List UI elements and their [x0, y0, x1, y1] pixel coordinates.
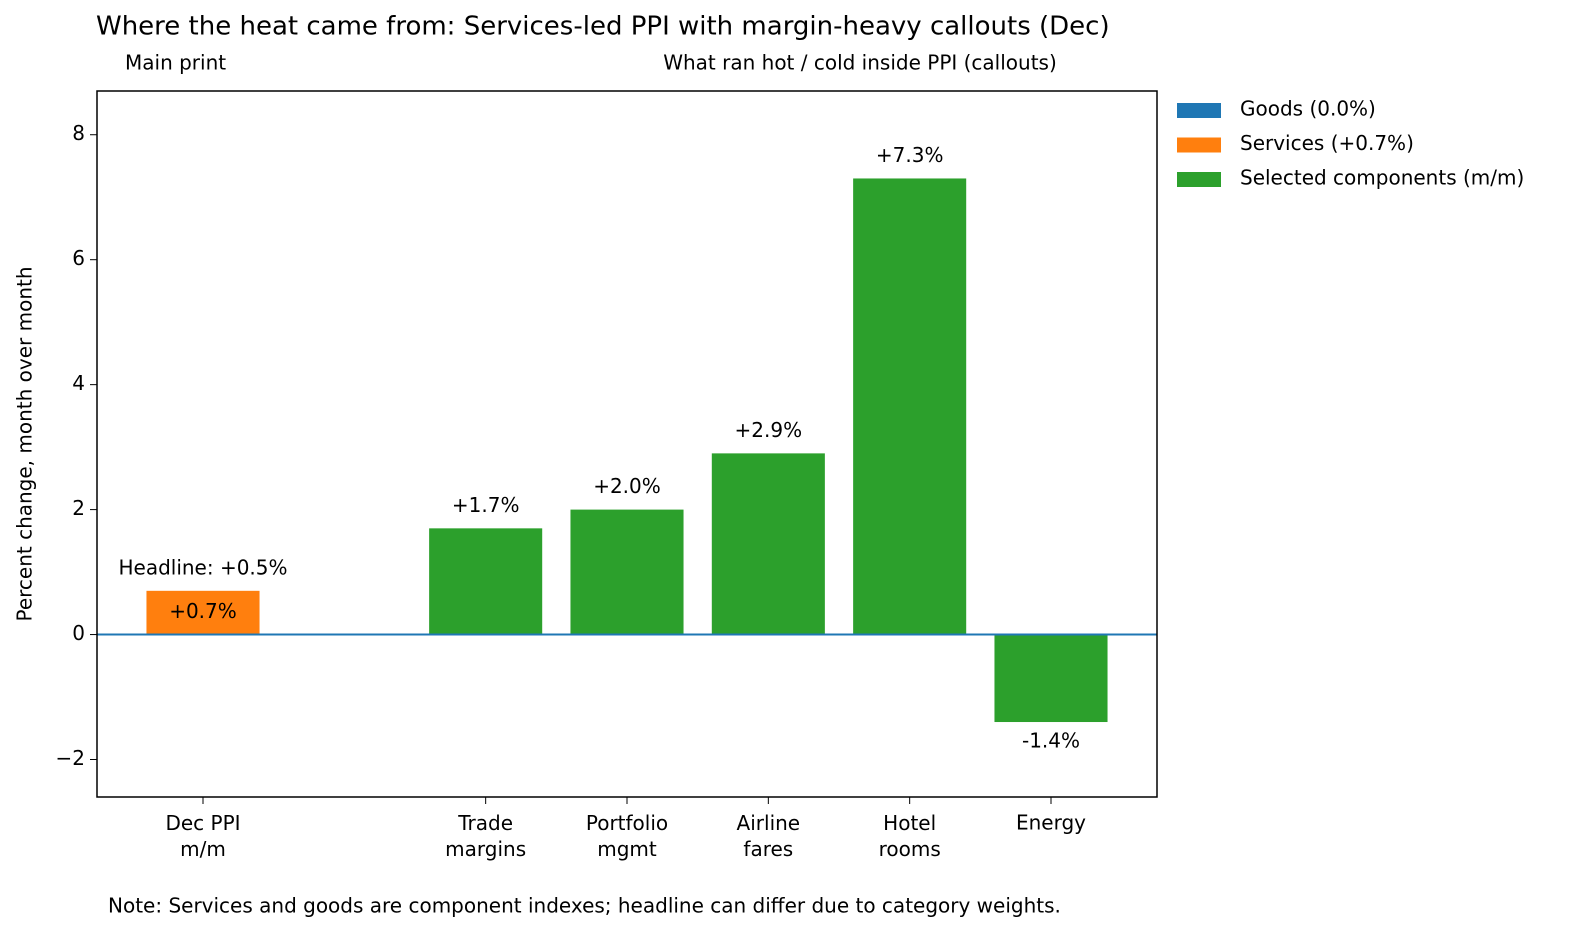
y-axis-label: Percent change, month over month: [13, 266, 37, 621]
bar: [146, 590, 260, 635]
subtitle: Main print: [125, 51, 226, 75]
value-label: +2.0%: [593, 474, 661, 498]
chart-title: Where the heat came from: Services-led P…: [96, 12, 1110, 42]
y-tick-label: 6: [72, 246, 85, 270]
annotation: Headline: +0.5%: [118, 555, 287, 579]
legend-label: Selected components (m/m): [1240, 166, 1524, 190]
value-label: +1.7%: [452, 493, 520, 517]
x-tick-label: Trade margins: [445, 811, 526, 861]
legend-swatch: [1177, 172, 1221, 187]
subtitle: What ran hot / cold inside PPI (callouts…: [663, 51, 1057, 75]
bar: [570, 509, 684, 635]
legend-label: Services (+0.7%): [1240, 131, 1414, 155]
y-tick-label: 8: [72, 121, 85, 145]
x-tick-label: Portfolio mgmt: [586, 811, 668, 861]
x-tick-label: Airline fares: [737, 811, 801, 861]
bar: [429, 528, 543, 635]
y-tick-label: −2: [56, 746, 85, 770]
value-label: +0.7%: [169, 599, 237, 623]
x-tick-label: Hotel rooms: [879, 811, 941, 861]
y-tick-label: 4: [72, 371, 85, 395]
value-label: +7.3%: [876, 143, 944, 167]
bar: [853, 178, 967, 635]
y-tick-label: 2: [72, 496, 85, 520]
y-tick-label: 0: [72, 621, 85, 645]
value-label: -1.4%: [1022, 729, 1080, 753]
plot-frame: [96, 90, 1158, 798]
bar: [994, 634, 1108, 723]
legend-label: Goods (0.0%): [1240, 97, 1376, 121]
note: Note: Services and goods are component i…: [108, 894, 1061, 918]
legend-swatch: [1177, 103, 1221, 118]
legend-swatch: [1177, 137, 1221, 153]
value-label: +2.9%: [735, 418, 803, 442]
x-tick-label: Dec PPI m/m: [165, 811, 240, 861]
x-tick-label: Energy: [1016, 811, 1086, 835]
bar: [711, 453, 825, 635]
